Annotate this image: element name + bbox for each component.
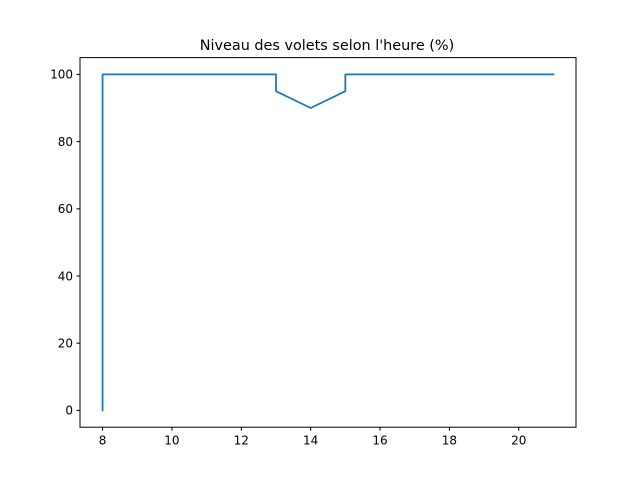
- y-tick-label: 0: [65, 404, 73, 418]
- x-tick-label: 18: [442, 434, 457, 448]
- x-tick-label: 14: [303, 434, 318, 448]
- chart-title: Niveau des volets selon l'heure (%): [200, 38, 454, 54]
- series-line: [101, 73, 555, 412]
- y-tick-label: 60: [58, 202, 73, 216]
- y-tick-label: 100: [50, 68, 73, 82]
- y-axis: 0 20 40 60 80 100: [50, 68, 80, 418]
- y-tick-label: 40: [58, 269, 73, 283]
- x-tick-label: 16: [372, 434, 387, 448]
- y-tick-label: 80: [58, 135, 73, 149]
- plot-frame: [79, 57, 577, 428]
- x-axis: 8 10 12 14 16 18 20: [99, 427, 526, 448]
- x-tick-label: 10: [164, 434, 179, 448]
- plot-area: [101, 73, 555, 412]
- x-tick-label: 20: [511, 434, 526, 448]
- y-tick-label: 20: [58, 337, 73, 351]
- x-tick-label: 8: [99, 434, 107, 448]
- x-tick-label: 12: [234, 434, 249, 448]
